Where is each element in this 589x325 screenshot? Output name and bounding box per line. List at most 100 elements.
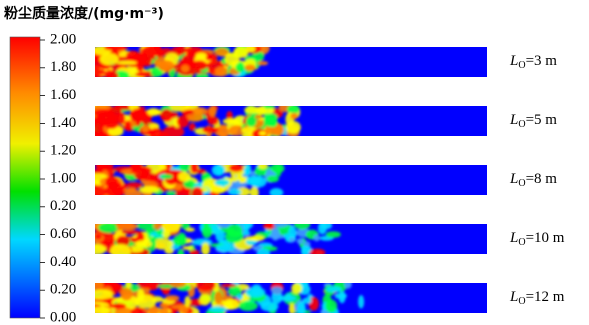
blob [228,125,246,136]
blob [218,124,228,131]
blob [126,182,143,189]
colorbar-label: 1.80 [50,59,76,75]
blob [270,286,283,295]
symbol: L [509,289,518,305]
subscript: O [518,178,525,189]
blob [233,47,249,59]
blob [245,47,256,53]
blob [125,283,132,289]
contour-panel: LO=10 m [95,224,565,254]
colorbar-label: 0.20 [50,198,76,214]
blob [214,47,229,57]
blob [95,68,106,76]
blob [98,224,119,234]
subscript: O [518,237,525,248]
blob [116,235,130,247]
label-text: =3 m [526,53,558,69]
blob [147,108,160,116]
blob [95,118,101,123]
blob [244,64,256,72]
blob [296,238,304,245]
blob [195,168,207,174]
blob [195,52,207,59]
blob [271,224,289,228]
blob [244,165,252,176]
blob [134,52,148,61]
blob [201,242,210,254]
panel-label: LO=5 m [509,112,557,130]
label-text: =8 m [526,171,558,187]
blob [243,224,250,233]
blob [277,295,297,302]
blob [270,227,280,241]
blob [334,292,347,299]
colorbar-label: 1.60 [50,87,76,103]
blob [120,287,133,301]
blob [257,165,268,170]
blob [188,123,196,131]
blob [214,66,228,77]
blob [143,308,162,313]
blob [95,289,114,300]
blob [99,53,119,66]
blob [220,283,237,288]
blob [201,225,213,239]
blob [290,112,298,120]
blob [137,288,145,302]
blob [297,301,306,313]
blob [266,224,275,229]
panel-label: LO=8 m [509,171,557,189]
blob [95,244,107,254]
colorbar-label: 1.00 [50,170,76,186]
blob [136,224,159,231]
label-text: =12 m [526,289,565,305]
blob [192,107,208,116]
blob [137,283,160,289]
subscript: O [518,60,525,71]
blob [215,229,225,243]
blob [326,286,342,293]
blob [317,224,327,235]
blob [207,115,219,126]
blob [153,238,174,250]
blob [129,165,143,171]
blob [123,187,137,193]
blob [293,224,311,230]
blob [103,47,129,51]
blob [245,115,257,128]
blob [325,231,341,238]
blob [252,51,265,62]
blob [215,244,236,252]
subscript: O [518,296,525,307]
colorbar-label: 2.00 [50,31,76,47]
blob [202,126,217,134]
blobs [95,47,270,77]
blob [117,112,126,125]
blob [124,120,132,131]
blob [116,60,137,65]
blob [288,303,296,313]
blob [251,284,263,296]
blob [121,229,140,235]
blob [159,303,170,308]
blob [302,297,312,304]
blob [211,165,226,176]
blob [287,106,300,115]
label-text: =10 m [526,230,565,246]
subscript: O [518,119,525,130]
blob [256,248,271,254]
colorbar-label: 0.40 [50,254,76,270]
blob [135,240,152,248]
blob [260,301,279,312]
blob [189,249,200,254]
blob [111,303,127,309]
blob [272,123,285,136]
blob [162,125,185,136]
blob [249,175,267,188]
blob [95,109,115,117]
blob [229,165,244,172]
blob [244,106,261,114]
blob [182,245,194,250]
blob [249,186,259,195]
